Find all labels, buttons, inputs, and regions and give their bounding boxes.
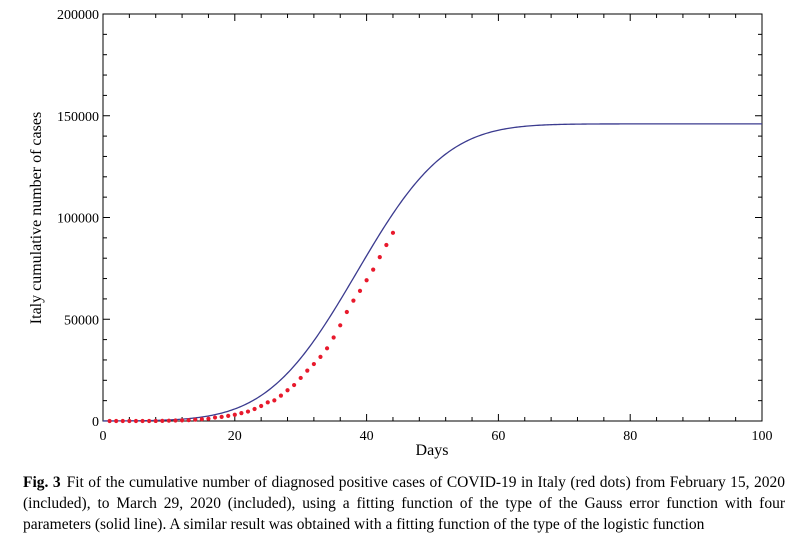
data-point	[133, 418, 139, 424]
figure-caption-label: Fig. 3	[23, 474, 61, 491]
data-point	[265, 400, 270, 405]
chart-figure: 0 20 40 60 80 100 0 50000 100000 150000 200000 Da…	[28, 8, 773, 459]
y-tick-label: 150000	[57, 110, 99, 125]
data-point	[357, 288, 363, 294]
data-point	[127, 418, 132, 424]
data-point	[371, 267, 376, 272]
data-point	[219, 414, 224, 419]
data-point	[278, 393, 284, 398]
data-point	[324, 346, 330, 351]
data-point	[252, 406, 257, 412]
data-point	[232, 412, 237, 417]
data-point	[212, 415, 218, 420]
x-tick-label: 100	[752, 429, 773, 444]
chart-svg: 0 20 40 60 80 100 0 50000 100000 150000 200000 Da…	[28, 8, 773, 459]
y-tick-label: 200000	[57, 8, 99, 23]
data-point	[179, 418, 185, 423]
data-point	[166, 418, 171, 423]
y-tick-label: 100000	[57, 212, 99, 227]
plot-frame	[102, 13, 763, 422]
data-point	[147, 418, 152, 424]
data-point	[206, 416, 211, 421]
data-point	[351, 298, 356, 303]
series-layer	[102, 123, 762, 424]
data-point	[160, 418, 165, 423]
data-point	[390, 230, 396, 235]
figure-caption-text: Fit of the cumulative number of diagnose…	[23, 474, 785, 533]
x-tick-label: 60	[491, 429, 505, 444]
y-tick-label: 0	[92, 415, 99, 430]
data-point	[331, 335, 336, 340]
data-point	[107, 418, 112, 424]
data-point	[305, 368, 310, 373]
data-point	[318, 354, 323, 359]
x-tick-label: 40	[360, 429, 374, 444]
data-point	[120, 418, 125, 424]
figure-caption: Fig. 3 Fit of the cumulative number of di…	[23, 472, 785, 535]
data-point	[384, 242, 389, 248]
data-point	[193, 417, 198, 422]
data-point	[226, 413, 231, 419]
y-axis-ticks: 0 50000 100000 150000 200000	[57, 8, 762, 430]
x-tick-label: 20	[228, 429, 242, 444]
x-axis-label: Days	[416, 442, 449, 459]
x-axis-ticks: 0 20 40 60 80 100	[100, 14, 773, 444]
data-point	[285, 388, 290, 393]
fit-curve-line	[102, 123, 762, 422]
data-point	[344, 309, 349, 315]
data-point	[272, 398, 277, 403]
data-point	[245, 409, 251, 414]
data-point	[239, 411, 244, 416]
data-point	[186, 418, 191, 423]
data-point	[298, 375, 303, 381]
data-point	[199, 417, 204, 422]
x-tick-label: 0	[100, 429, 107, 444]
data-point	[292, 382, 297, 388]
data-point	[338, 323, 343, 328]
x-tick-label: 80	[623, 429, 637, 444]
y-tick-label: 50000	[64, 313, 99, 328]
data-point	[311, 361, 316, 367]
data-point	[114, 418, 119, 424]
data-point	[153, 418, 158, 424]
data-point	[364, 278, 369, 283]
data-point	[173, 418, 178, 423]
y-axis-label: Italy cumulative number of cases	[28, 112, 45, 324]
data-point	[259, 403, 264, 409]
data-point	[140, 418, 145, 424]
data-point	[377, 255, 382, 260]
